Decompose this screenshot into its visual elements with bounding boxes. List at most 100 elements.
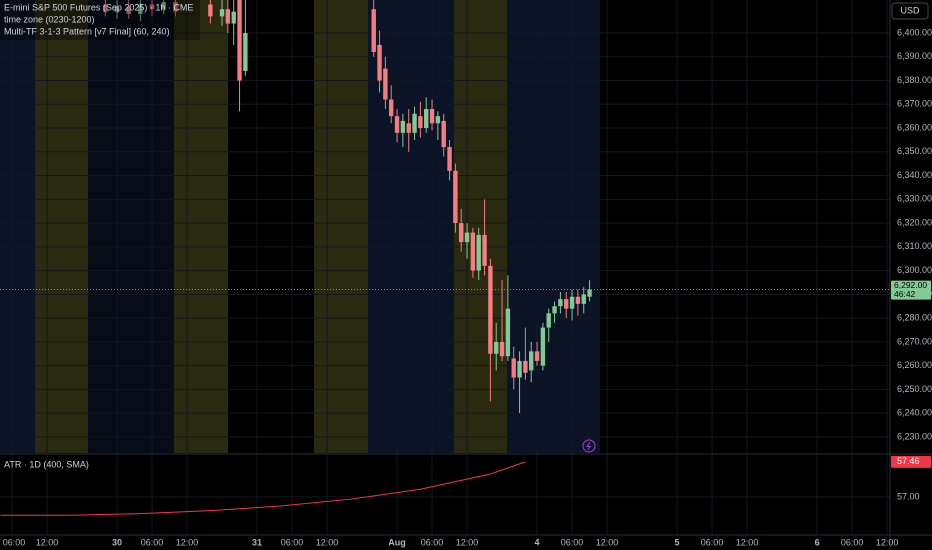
x-tick-label: 06:00 <box>841 537 864 547</box>
candle-body <box>482 234 487 266</box>
candle-body <box>587 289 592 297</box>
candle-body <box>429 109 435 124</box>
candle-body <box>418 116 423 129</box>
time-zone-band <box>35 0 88 453</box>
candle-body <box>447 147 452 171</box>
candle-body <box>453 170 458 224</box>
y-tick-label: 6,350.00 <box>897 146 932 156</box>
candle-body <box>371 9 376 53</box>
last-price-box <box>891 280 931 300</box>
candle-body <box>161 2 166 10</box>
x-tick-label: 06:00 <box>141 537 164 547</box>
candle-body <box>231 11 236 24</box>
candle-body <box>225 9 231 24</box>
session-band <box>507 0 600 453</box>
candle-body <box>377 44 382 81</box>
candle-body <box>534 351 540 361</box>
session-band <box>88 0 174 453</box>
x-tick-label: 31 <box>252 537 262 547</box>
y-tick-label: 6,370.00 <box>897 99 932 109</box>
x-tick-label: Aug <box>388 537 406 547</box>
x-tick-label: 12:00 <box>316 537 339 547</box>
x-tick-label: 6 <box>815 537 820 547</box>
candle-body <box>499 341 505 357</box>
candle-body <box>529 351 534 371</box>
y-tick-label: 6,270.00 <box>897 336 932 346</box>
y-tick-label: 6,250.00 <box>897 384 932 394</box>
candle-body <box>412 113 417 133</box>
countdown-label: 46:42 <box>894 289 916 299</box>
currency-button[interactable] <box>891 2 929 20</box>
candle-body <box>173 2 178 12</box>
y-tick-label: 6,300.00 <box>897 265 932 275</box>
currency-label[interactable]: USD <box>900 5 920 15</box>
candle-body <box>237 0 242 81</box>
y-tick-label: 6,360.00 <box>897 122 932 132</box>
candle-body <box>243 33 248 72</box>
x-tick-label: 12:00 <box>596 537 619 547</box>
candle-body <box>470 232 476 271</box>
y-tick-label: 6,390.00 <box>897 51 932 61</box>
indicator-label: Multi-TF 3-1-3 Pattern [v7 Final] (60, 2… <box>4 26 170 36</box>
candle-body <box>406 123 411 133</box>
indicator-label: time zone (0230-1200) <box>4 14 95 24</box>
candle-body <box>394 116 400 133</box>
alert-icon-bolt[interactable] <box>586 441 591 451</box>
y-tick-label: 6,260.00 <box>897 360 932 370</box>
legend-backdrop <box>0 0 200 40</box>
atr-pane <box>0 461 526 516</box>
y-tick-label: 6,280.00 <box>897 312 932 322</box>
session-band <box>368 0 454 453</box>
x-tick-label: 12:00 <box>876 537 899 547</box>
y-tick-label: 6,340.00 <box>897 170 932 180</box>
x-tick-label: 06:00 <box>281 537 304 547</box>
y-tick-label: 6,330.00 <box>897 194 932 204</box>
y-tick-label: 57.00 <box>897 491 920 501</box>
x-tick-label: 12:00 <box>456 537 479 547</box>
atr-value-box <box>891 455 931 468</box>
y-tick-label: 6,240.00 <box>897 408 932 418</box>
candle-body <box>138 4 143 14</box>
candle-body <box>208 4 213 17</box>
y-tick-label: 6,380.00 <box>897 75 932 85</box>
symbol-title: E-mini S&P 500 Futures (Sep 2025) · 1h ·… <box>4 2 193 12</box>
candle-body <box>219 9 225 17</box>
session-band <box>0 0 35 453</box>
candle-body <box>523 360 528 373</box>
atr-line <box>0 461 526 516</box>
candle-body <box>126 6 131 14</box>
candle-body <box>103 4 108 12</box>
candle-body <box>558 299 563 307</box>
last-price-label: 6,292.00 <box>894 280 927 290</box>
time-zone-band <box>314 0 368 453</box>
candles <box>0 0 890 414</box>
x-tick-label: 06:00 <box>421 537 444 547</box>
x-tick-label: 12:00 <box>36 537 59 547</box>
candle-body <box>476 234 481 271</box>
candle-body <box>581 294 586 304</box>
x-tick-label: 06:00 <box>3 537 26 547</box>
x-tick-label: 30 <box>112 537 122 547</box>
alert-icon[interactable] <box>582 439 596 453</box>
candle-body <box>389 99 394 117</box>
x-tick-label: 06:00 <box>561 537 584 547</box>
candle-body <box>459 223 464 243</box>
candle-body <box>511 358 516 378</box>
candle-body <box>564 299 569 309</box>
candle-body <box>505 308 511 357</box>
candle-body <box>546 313 551 328</box>
y-tick-label: 6,230.00 <box>897 431 932 441</box>
candle-body <box>114 6 120 12</box>
x-tick-label: 12:00 <box>176 537 199 547</box>
candle-body <box>517 360 522 378</box>
grid <box>0 0 890 535</box>
candle-body <box>149 4 155 10</box>
y-tick-label: 6,400.00 <box>897 27 932 37</box>
atr-value-label: 57.46 <box>897 456 920 466</box>
candle-body <box>441 120 446 148</box>
candle-body <box>424 109 429 129</box>
y-tick-label: 6,320.00 <box>897 217 932 227</box>
candle-body <box>494 341 499 354</box>
candle-body <box>488 265 493 354</box>
